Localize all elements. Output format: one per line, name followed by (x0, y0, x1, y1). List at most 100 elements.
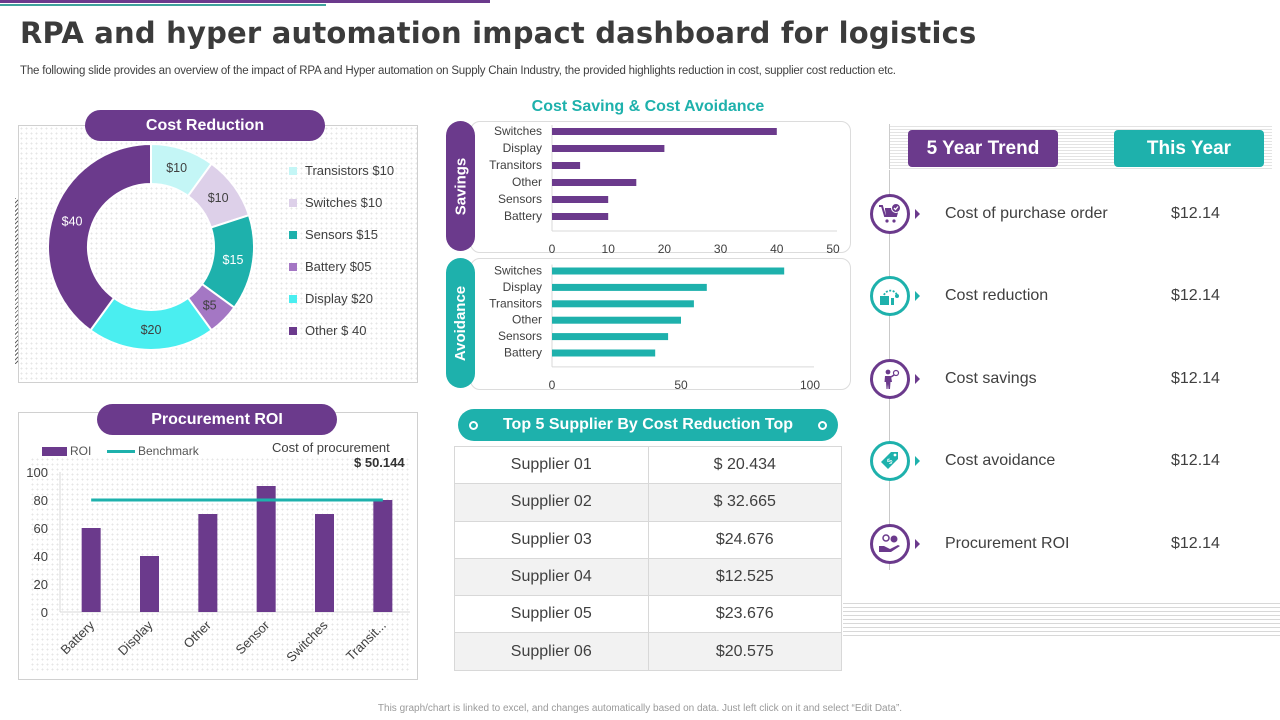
savings-category-label: Transitors (489, 158, 542, 172)
roi-bar-sensor[interactable] (256, 486, 276, 612)
supplier-value: $12.525 (647, 557, 842, 597)
supplier-name: Supplier 04 (454, 557, 649, 597)
savings-x-tick-label: 0 (549, 242, 556, 253)
caret-right-icon (915, 209, 920, 219)
roi-bar-transit[interactable] (373, 500, 393, 612)
avoidance-category-label: Other (512, 313, 542, 327)
legend-item-other: Other $ 40 (289, 323, 366, 338)
roi-bar-display[interactable] (140, 556, 159, 612)
metric-label: Cost of purchase order (945, 205, 1108, 222)
roi-y-tick-label: 20 (34, 577, 48, 592)
roi-plot-background (30, 457, 410, 672)
savings-x-tick-label: 50 (826, 242, 840, 253)
avoidance-bar-battery[interactable] (552, 349, 656, 357)
avoidance-bar-transitors[interactable] (552, 300, 694, 308)
savings-bar-display[interactable] (552, 145, 665, 152)
avoidance-bar-sensors[interactable] (552, 333, 669, 341)
supplier-value: $24.676 (647, 520, 842, 559)
supplier-table-title: Top 5 Supplier By Cost Reduction Top (502, 416, 794, 433)
cost-reduction-donut-chart[interactable]: $10 $10 $15 $5 $20 $40 (40, 140, 270, 355)
avoidance-label: Avoidance (452, 285, 469, 361)
top-accent-bar-teal (0, 4, 326, 6)
donut-slice-label: $15 (223, 253, 244, 267)
supplier-value: $23.676 (647, 595, 842, 634)
roi-x-tick-label: Display (115, 617, 156, 658)
caret-right-icon (915, 539, 920, 549)
roi-y-tick-label: 60 (34, 521, 48, 536)
metric-label: Procurement ROI (945, 535, 1070, 552)
cost-reduction-gear-icon (870, 276, 910, 316)
savings-bar-sensors[interactable] (552, 196, 609, 203)
savings-bar-battery[interactable] (552, 213, 609, 220)
benchmark-legend-label: Benchmark (138, 444, 199, 458)
supplier-table-header: Top 5 Supplier By Cost Reduction Top (458, 409, 838, 441)
savings-bar-other[interactable] (552, 179, 637, 186)
legend-label: Transistors $10 (305, 163, 395, 178)
savings-bar-transitors[interactable] (552, 162, 581, 169)
avoidance-panel (470, 258, 851, 390)
roi-legend-label: ROI (70, 444, 92, 458)
page-title: RPA and hyper automation impact dashboar… (20, 16, 977, 50)
avoidance-bar-other[interactable] (552, 316, 681, 324)
shopping-cart-check-icon (870, 194, 910, 234)
avoidance-x-tick-label: 50 (674, 378, 688, 390)
tab-this-year[interactable]: This Year (1114, 130, 1264, 167)
caret-right-icon (915, 456, 920, 466)
caret-right-icon (915, 374, 920, 384)
donut-slice-label: $10 (208, 191, 229, 205)
legend-swatch (289, 294, 297, 303)
savings-category-label: Battery (504, 209, 542, 223)
metric-value: $12.14 (1171, 370, 1220, 387)
supplier-name: Supplier 01 (454, 445, 649, 485)
roi-legend-roi: ROI (42, 444, 91, 458)
avoidance-category-label: Sensors (498, 329, 542, 343)
metric-label: Cost avoidance (945, 452, 1056, 469)
supplier-row: Supplier 01 $ 20.434 (454, 445, 842, 485)
supplier-value: $ 20.434 (647, 445, 842, 485)
metric-value: $12.14 (1171, 287, 1220, 304)
legend-item-sensors: Sensors $15 (289, 227, 378, 242)
cost-of-procurement-value: $ 50.144 (354, 455, 405, 470)
legend-label: Other $ 40 (305, 323, 367, 338)
procurement-roi-chart[interactable]: 0 20 40 60 80 100 Battery Display Other Sensor Swi… (18, 455, 418, 680)
donut-slice-label: $20 (141, 323, 162, 337)
legend-item-battery: Battery $05 (289, 259, 372, 274)
tab-5-year-trend[interactable]: 5 Year Trend (908, 130, 1058, 167)
metric-label: Cost savings (945, 370, 1037, 387)
top-accent-bar-purple (0, 0, 490, 3)
supplier-row: Supplier 02 $ 32.665 (454, 483, 842, 522)
metric-value: $12.14 (1171, 535, 1220, 552)
savings-bar-chart[interactable]: Switches Display Transitors Other Sensors Bat… (470, 121, 851, 253)
avoidance-label-pill: Avoidance (446, 258, 475, 388)
avoidance-category-label: Display (503, 280, 542, 294)
donut-slice-label: $5 (203, 299, 217, 313)
savings-category-label: Switches (494, 124, 542, 138)
supplier-name: Supplier 03 (454, 520, 649, 559)
donut-slice-other[interactable] (47, 142, 152, 332)
roi-bar-other[interactable] (198, 514, 218, 612)
roi-bar-battery[interactable] (81, 528, 101, 612)
roi-legend-benchmark: Benchmark (107, 444, 199, 458)
legend-label: Switches $10 (305, 195, 383, 210)
roi-x-tick-label: Battery (58, 617, 98, 657)
svg-text:$: $ (885, 456, 895, 466)
avoidance-category-label: Switches (494, 264, 542, 278)
avoidance-bar-switches[interactable] (552, 267, 785, 275)
legend-swatch (289, 262, 297, 271)
savings-x-tick-label: 30 (714, 242, 728, 253)
caret-right-icon (915, 291, 920, 301)
legend-swatch (289, 326, 297, 335)
metric-label: Cost reduction (945, 287, 1049, 304)
donut-slice-label: $10 (166, 161, 187, 175)
avoidance-bar-display[interactable] (552, 283, 707, 291)
person-coin-icon (870, 359, 910, 399)
savings-label: Savings (452, 157, 469, 215)
roi-y-tick-label: 0 (41, 605, 48, 620)
savings-x-tick-label: 20 (658, 242, 672, 253)
roi-bar-switches[interactable] (315, 514, 334, 612)
savings-category-label: Display (503, 141, 542, 155)
avoidance-bar-chart[interactable]: Switches Display Transitors Other Sensors Bat… (470, 258, 851, 391)
savings-x-tick-label: 10 (602, 242, 616, 253)
savings-bar-switches[interactable] (552, 128, 777, 135)
legend-swatch (289, 166, 297, 175)
